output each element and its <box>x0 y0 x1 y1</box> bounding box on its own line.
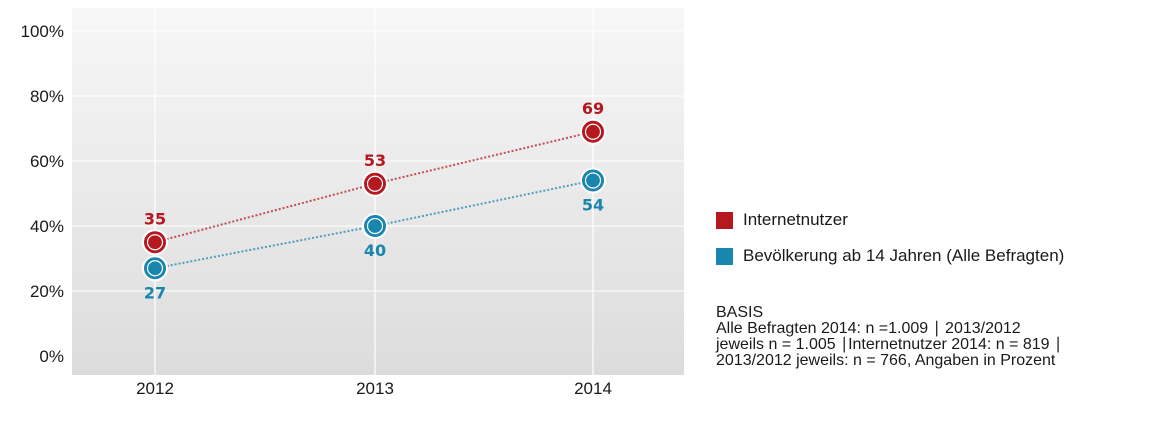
legend: Internetnutzer Bevölkerung ab 14 Jahren … <box>716 202 1064 274</box>
data-label: 69 <box>582 99 604 118</box>
data-point-ring <box>584 172 602 189</box>
series-layer: 35 53 69 27 40 54 <box>142 99 606 302</box>
data-label: 27 <box>144 283 166 302</box>
series-internetnutzer: 35 53 69 <box>142 99 606 256</box>
data-label: 35 <box>144 209 166 228</box>
data-point <box>142 255 168 282</box>
basis-line: 2013/2012 jeweils: n = 766, Angaben in P… <box>716 352 1056 369</box>
y-tick-label: 100% <box>21 22 64 41</box>
data-point-ring <box>366 175 384 192</box>
y-tick-label: 60% <box>30 152 64 171</box>
basis-note: BASIS Alle Befragten 2014: n =1.009 ∣ 20… <box>716 305 1156 369</box>
basis-heading: BASIS <box>716 304 764 321</box>
x-axis: 2012 2013 2014 <box>136 379 612 398</box>
legend-item-bevoelkerung: Bevölkerung ab 14 Jahren (Alle Befragten… <box>716 238 1064 274</box>
data-point-ring <box>584 123 602 140</box>
x-tick-label: 2014 <box>574 379 612 398</box>
data-point <box>142 229 168 256</box>
series-bevoelkerung: 27 40 54 <box>142 167 606 302</box>
data-point <box>580 118 606 145</box>
data-point-ring <box>146 260 164 277</box>
legend-label: Internetnutzer <box>743 210 848 229</box>
legend-label: Bevölkerung ab 14 Jahren (Alle Befragten… <box>743 246 1065 265</box>
legend-swatch-red <box>716 211 733 229</box>
data-point <box>362 213 388 239</box>
data-point-ring <box>146 234 164 251</box>
data-point <box>362 170 388 197</box>
legend-swatch-blue <box>716 247 733 265</box>
y-tick-label: 20% <box>30 282 64 301</box>
data-label: 40 <box>364 241 386 260</box>
data-point-ring <box>366 217 384 235</box>
data-label: 53 <box>364 151 386 170</box>
basis-line: Alle Befragten 2014: n =1.009 ∣ 2013/201… <box>716 320 1021 337</box>
line-chart: 0% 20% 40% 60% 80% 100% 2012 2013 2014 35 53 69 27… <box>21 8 684 398</box>
data-label: 54 <box>582 196 604 215</box>
y-tick-label: 0% <box>39 347 64 366</box>
y-tick-label: 80% <box>30 87 64 106</box>
y-tick-label: 40% <box>30 217 64 236</box>
legend-item-internetnutzer: Internetnutzer <box>716 202 1064 238</box>
data-point <box>580 167 606 194</box>
basis-line: jeweils n = 1.005 ∣Internetnutzer 2014: … <box>716 336 1063 353</box>
series-line <box>154 130 594 244</box>
y-axis: 0% 20% 40% 60% 80% 100% <box>21 22 64 366</box>
x-tick-label: 2013 <box>356 379 394 398</box>
x-tick-label: 2012 <box>136 379 174 398</box>
